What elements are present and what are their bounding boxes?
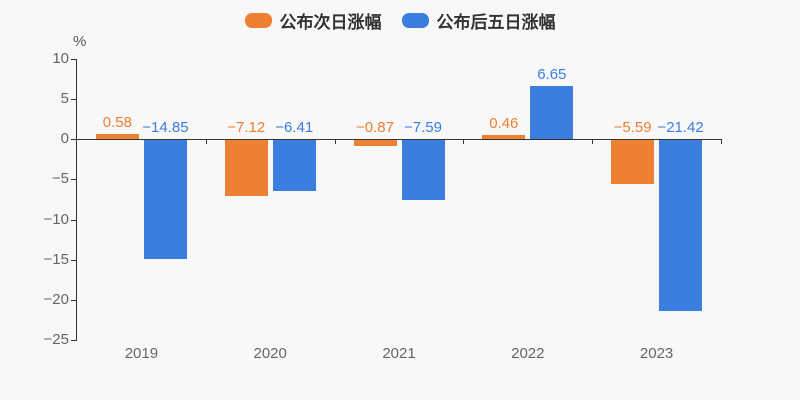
- bar-value-label: 6.65: [537, 65, 567, 83]
- x-axis-zero-line: [76, 139, 721, 140]
- bar[interactable]: [401, 139, 445, 201]
- bar[interactable]: [611, 139, 655, 184]
- bar[interactable]: [95, 134, 139, 139]
- y-tick: [71, 58, 76, 60]
- x-tick: [205, 139, 207, 144]
- bar-value-label: −7.12: [227, 119, 266, 136]
- y-tick: [71, 179, 76, 181]
- x-tick: [463, 139, 465, 144]
- bar-value-label: 0.58: [102, 114, 132, 132]
- x-tick: [592, 139, 594, 144]
- x-tick-label: 2021: [382, 345, 416, 362]
- x-tick-label: 2020: [253, 345, 287, 362]
- y-tick-label: −25: [43, 331, 69, 349]
- y-axis-unit-label: %: [73, 33, 87, 50]
- bar-value-label: −0.87: [356, 119, 394, 136]
- y-tick-label: 5: [60, 89, 69, 107]
- y-axis-line: [76, 58, 77, 342]
- bar[interactable]: [530, 85, 574, 139]
- bar[interactable]: [272, 139, 316, 191]
- bar-value-label: −21.42: [657, 119, 704, 136]
- y-tick: [71, 259, 76, 261]
- legend-swatch-blue-icon: [401, 13, 429, 28]
- legend-label: 公布次日涨幅: [279, 13, 382, 32]
- y-tick-label: 10: [52, 49, 69, 67]
- bar-value-label: −14.85: [142, 119, 189, 136]
- y-tick: [71, 340, 76, 342]
- y-tick-label: 0: [60, 130, 69, 147]
- x-tick: [334, 139, 336, 144]
- x-tick: [721, 139, 722, 144]
- legend-item-five-day[interactable]: 公布后五日涨幅: [401, 8, 556, 33]
- bar-value-label: −5.59: [613, 119, 652, 136]
- bar[interactable]: [224, 139, 268, 197]
- y-tick: [71, 139, 76, 140]
- legend-item-next-day[interactable]: 公布次日涨幅: [244, 8, 382, 33]
- x-tick-label: 2023: [639, 345, 674, 362]
- y-tick-label: −20: [43, 291, 69, 308]
- bar-value-label: −7.59: [404, 119, 442, 136]
- y-tick-label: −10: [43, 210, 69, 228]
- y-tick: [71, 300, 76, 301]
- legend-swatch-orange-icon: [244, 13, 272, 28]
- bar[interactable]: [143, 139, 187, 259]
- legend: 公布次日涨幅 公布后五日涨幅: [0, 8, 800, 33]
- y-tick-label: −15: [43, 250, 69, 268]
- bar-value-label: 0.46: [489, 115, 519, 133]
- legend-label: 公布后五日涨幅: [436, 13, 556, 32]
- y-tick: [71, 98, 76, 100]
- bar[interactable]: [659, 139, 703, 312]
- y-tick: [71, 219, 76, 221]
- x-tick-label: 2019: [124, 345, 159, 362]
- bar[interactable]: [353, 139, 397, 146]
- bar-value-label: −6.41: [275, 119, 314, 136]
- bar[interactable]: [482, 135, 526, 139]
- x-tick-label: 2022: [511, 345, 545, 362]
- y-tick-label: −5: [51, 170, 69, 188]
